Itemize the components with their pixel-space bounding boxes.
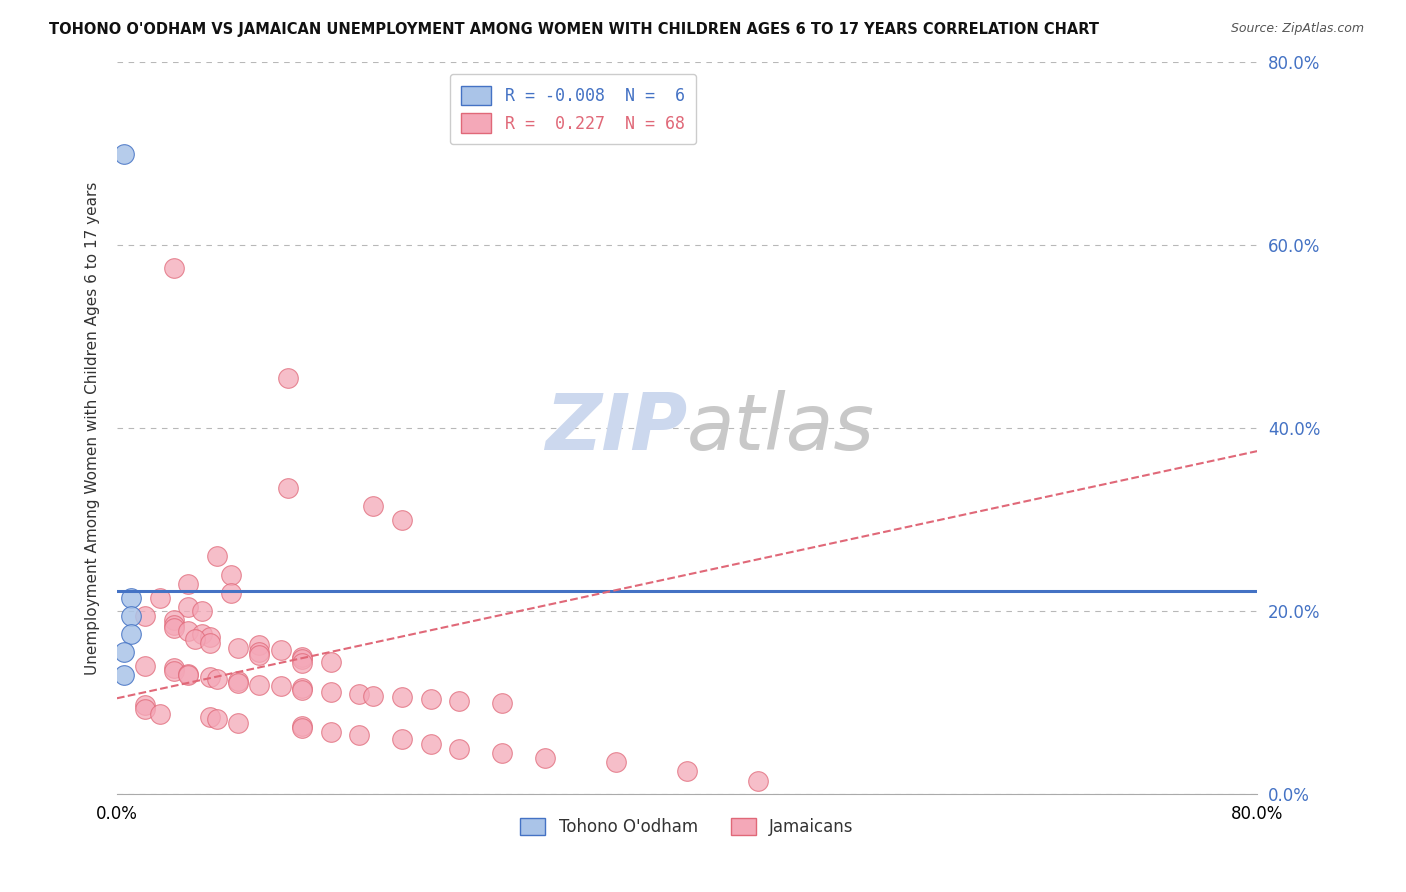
Point xyxy=(291,719,314,733)
Point xyxy=(149,706,172,721)
Point xyxy=(270,642,292,657)
Point xyxy=(177,668,200,682)
Point xyxy=(112,668,135,682)
Point xyxy=(391,690,413,705)
Point xyxy=(120,591,142,605)
Point xyxy=(291,657,314,671)
Point xyxy=(391,513,413,527)
Point xyxy=(120,608,142,623)
Point xyxy=(198,630,221,644)
Point xyxy=(112,646,135,660)
Point xyxy=(447,741,470,756)
Point xyxy=(249,677,271,691)
Y-axis label: Unemployment Among Women with Children Ages 6 to 17 years: Unemployment Among Women with Children A… xyxy=(86,182,100,675)
Point xyxy=(205,712,228,726)
Point xyxy=(291,683,314,698)
Point xyxy=(163,261,186,276)
Point xyxy=(349,687,371,701)
Text: Source: ZipAtlas.com: Source: ZipAtlas.com xyxy=(1230,22,1364,36)
Point xyxy=(533,751,555,765)
Point xyxy=(319,655,342,669)
Point xyxy=(249,648,271,663)
Point xyxy=(163,621,186,635)
Point xyxy=(134,702,156,716)
Point xyxy=(226,716,249,731)
Point xyxy=(391,732,413,747)
Point xyxy=(291,652,314,666)
Point xyxy=(319,725,342,739)
Point xyxy=(205,672,228,686)
Legend: R = -0.008  N =  6, R =  0.227  N = 68: R = -0.008 N = 6, R = 0.227 N = 68 xyxy=(450,74,696,145)
Point xyxy=(226,673,249,688)
Point xyxy=(184,632,207,646)
Point xyxy=(491,746,513,760)
Point xyxy=(319,685,342,699)
Text: TOHONO O'ODHAM VS JAMAICAN UNEMPLOYMENT AMONG WOMEN WITH CHILDREN AGES 6 TO 17 Y: TOHONO O'ODHAM VS JAMAICAN UNEMPLOYMENT … xyxy=(49,22,1099,37)
Point xyxy=(198,709,221,723)
Point xyxy=(198,636,221,650)
Text: ZIP: ZIP xyxy=(544,391,688,467)
Point xyxy=(270,679,292,693)
Point xyxy=(177,599,200,614)
Point xyxy=(120,627,142,641)
Point xyxy=(149,591,172,605)
Point xyxy=(491,696,513,710)
Point xyxy=(177,624,200,639)
Point xyxy=(112,146,135,161)
Point xyxy=(419,737,441,751)
Point xyxy=(177,577,200,591)
Point xyxy=(191,604,214,618)
Point xyxy=(277,481,299,495)
Point xyxy=(226,675,249,690)
Point xyxy=(447,694,470,708)
Point xyxy=(349,728,371,742)
Point xyxy=(163,664,186,678)
Point xyxy=(219,586,242,600)
Point xyxy=(198,670,221,684)
Point xyxy=(226,640,249,655)
Point xyxy=(291,722,314,736)
Point xyxy=(747,773,769,788)
Point xyxy=(676,764,699,779)
Point xyxy=(134,698,156,712)
Text: atlas: atlas xyxy=(688,391,875,467)
Point xyxy=(363,689,385,703)
Point xyxy=(219,567,242,582)
Point xyxy=(291,650,314,665)
Point xyxy=(291,681,314,696)
Point xyxy=(191,627,214,641)
Point xyxy=(363,499,385,513)
Point xyxy=(249,638,271,652)
Point xyxy=(163,614,186,628)
Point xyxy=(249,646,271,660)
Point xyxy=(177,666,200,681)
Point xyxy=(205,549,228,564)
Point xyxy=(163,618,186,632)
Point xyxy=(419,692,441,706)
Point xyxy=(134,608,156,623)
Point xyxy=(277,371,299,385)
Point xyxy=(163,661,186,675)
Point xyxy=(134,659,156,673)
Point xyxy=(605,756,627,770)
